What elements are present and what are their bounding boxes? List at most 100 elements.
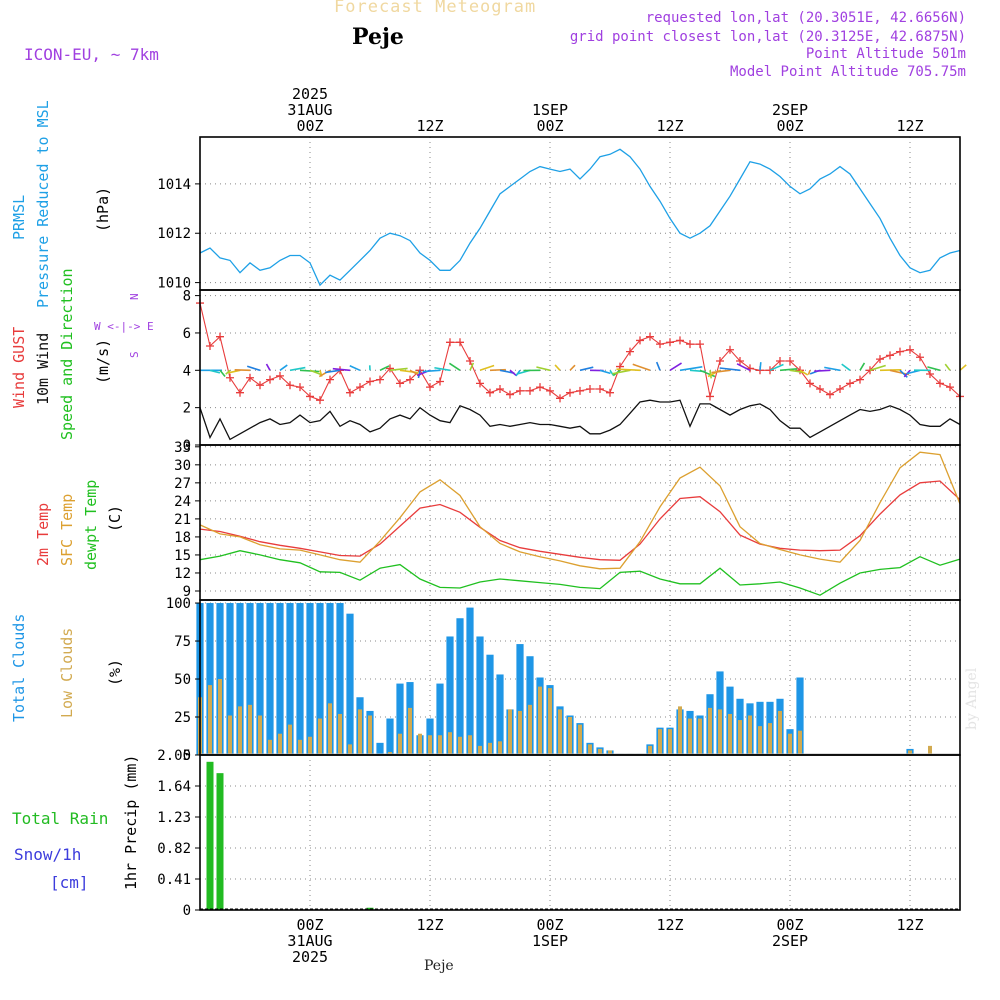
wind-arrow [554,364,561,371]
gust-marker [536,383,544,392]
low-cloud-bar [318,718,322,755]
wind-arrow [325,369,341,374]
wind-arrow [479,364,495,372]
total-cloud-bar [306,603,314,755]
gust-marker [916,353,924,362]
wind-arrow [599,369,611,375]
gust-marker [666,338,674,347]
wind-axis-label: Speed and Direction [58,268,76,440]
low-cloud-bar [268,739,272,755]
y-tick-label: 0 [183,438,191,454]
gust-marker [606,388,614,397]
wind-arrow [265,363,271,371]
gust-marker [316,396,324,405]
temperature-line-1 [199,451,961,570]
model-altitude: Model Point Altitude 705.75m [729,64,966,80]
wind-arrow [841,363,851,371]
gust-marker [216,332,224,341]
wind-arrow [448,362,461,371]
y-tick-label: 0 [183,748,191,764]
total-cloud-bar [446,636,454,755]
gust-marker [896,347,904,356]
wind-arrow [814,369,831,372]
direction-legend: S [128,351,141,358]
dewpoint-axis-label: dewpt Temp [82,480,100,570]
total-cloud-bar [456,618,464,755]
time-label-bottom: 12Z [656,916,683,934]
low-cloud-bar [398,733,402,755]
wind-arrow [807,370,811,375]
low-cloud-bar [608,750,612,755]
gust-marker [556,394,564,403]
y-tick-label: 24 [174,494,191,510]
y-tick-label: 1.23 [157,810,191,826]
low-cloud-bar [348,744,352,755]
gust-marker [826,390,834,399]
low-cloud-bar [498,741,502,755]
grid-layer [200,137,960,911]
time-label-top: 00Z [536,117,563,135]
y-tick-label: 18 [174,530,191,546]
gust-marker [426,383,434,392]
wind-arrow [219,369,226,377]
y-tick-label: 1012 [157,226,191,242]
time-label-top: 1SEP [532,101,568,119]
gust-marker [876,355,884,364]
wind-arrow [889,369,910,376]
gust-marker [706,392,714,401]
wind-arrow [944,363,951,371]
pressure-axis-label: PRMSL [10,195,28,240]
gust-marker [716,356,724,365]
gust-marker [286,381,294,390]
total-cloud-bar [206,603,214,755]
footer-location: Peje [424,958,454,974]
rain-bar [206,761,214,910]
time-label-bottom: 00Z [776,916,803,934]
low-cloud-bar [648,745,652,755]
gust-marker [546,386,554,395]
low-cloud-bar [238,706,242,755]
low-cloud-bar [298,739,302,755]
wind-arrow [569,364,576,371]
gust-marker [676,336,684,345]
wind-arrow [332,367,351,372]
time-label-top: 2SEP [772,101,808,119]
y-tick-label: 2 [183,401,191,417]
wind-arrow [536,366,551,372]
total-cloud-bar [296,603,304,755]
low-cloud-bar [308,736,312,755]
low-cloud-bar [758,726,762,755]
gust-marker [236,388,244,397]
wind-arrow [632,363,651,372]
low-cloud-bar [928,745,932,755]
frame-layer [195,136,961,911]
y-tick-label: 2.05 [157,748,191,764]
precip-axis-label: 1hr Precip (mm) [122,755,140,890]
low-cloud-bar [698,718,702,755]
low-cloud-bar [338,713,342,755]
gust-marker [726,345,734,354]
panel-frame [199,444,961,601]
gust-marker [206,342,214,351]
y-tick-label: 15 [174,548,191,564]
y-tick-label: 1014 [157,177,191,193]
wind-arrow [759,362,762,371]
gust-marker [366,377,374,386]
gust-marker [296,383,304,392]
time-label-bottom: 12Z [416,916,443,934]
point-altitude: Point Altitude 501m [805,46,966,62]
low-cloud-bar [508,709,512,755]
gust-marker [356,383,364,392]
y-tick-label: 30 [174,458,191,474]
low-cloud-bar [428,735,432,755]
total-cloud-bar [376,742,384,755]
total-cloud-bar [346,613,354,755]
low-cloud-bar [358,709,362,755]
low-cloud-bar [458,736,462,755]
wind-arrow [711,369,731,374]
wind-arrow [246,365,261,372]
wind-arrow [299,369,320,373]
low-cloud-bar [728,713,732,755]
wind-arrow [289,366,306,372]
gust-marker [626,347,634,356]
